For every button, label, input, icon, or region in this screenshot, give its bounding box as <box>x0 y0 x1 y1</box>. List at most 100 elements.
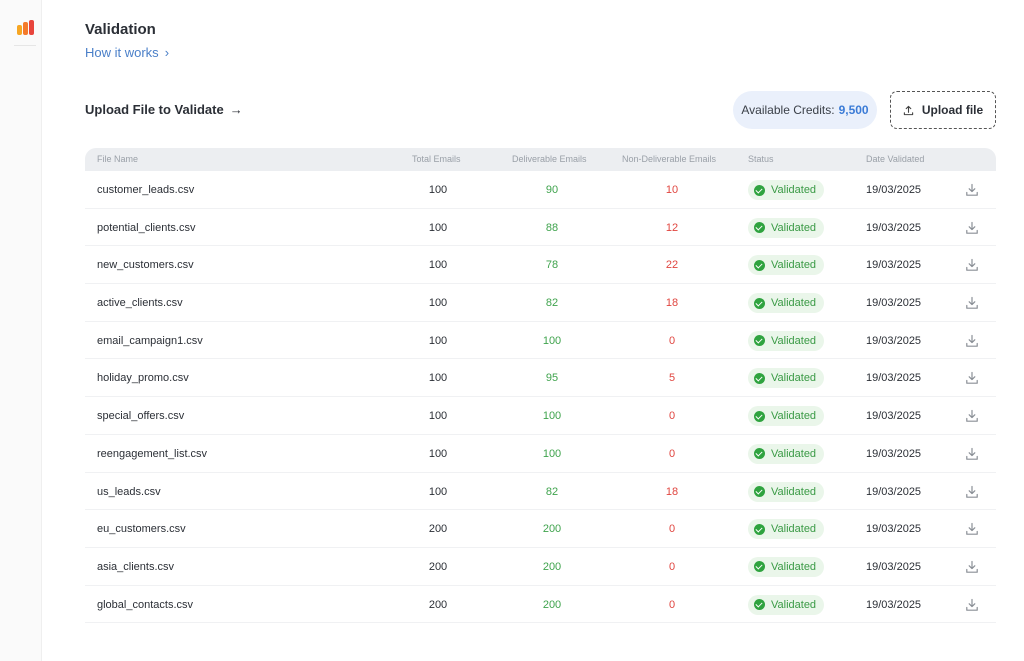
download-icon[interactable] <box>965 560 979 574</box>
file-name-cell: asia_clients.csv <box>97 560 175 573</box>
date-validated-cell: 19/03/2025 <box>866 334 922 347</box>
check-circle-icon <box>754 410 765 422</box>
column-header-non-deliverable[interactable]: Non-Deliverable Emails <box>622 154 717 164</box>
table-row[interactable]: potential_clients.csv 100 88 12 Validate… <box>85 209 996 247</box>
upload-file-button[interactable]: Upload file <box>890 91 996 129</box>
date-validated-cell: 19/03/2025 <box>866 372 922 385</box>
date-validated-cell: 19/03/2025 <box>866 221 922 234</box>
status-badge: Validated <box>748 406 825 427</box>
status-badge: Validated <box>748 481 825 502</box>
date-validated-cell: 19/03/2025 <box>866 297 922 310</box>
status-badge: Validated <box>748 330 825 351</box>
credits-value: 9,500 <box>838 103 869 117</box>
column-header-date[interactable]: Date Validated <box>866 154 925 164</box>
check-circle-icon <box>754 335 765 347</box>
how-it-works-link[interactable]: How it works › <box>85 45 169 60</box>
status-badge: Validated <box>748 180 825 200</box>
status-badge: Validated <box>748 556 825 577</box>
status-label: Validated <box>771 259 817 272</box>
download-icon[interactable] <box>965 221 979 235</box>
status-label: Validated <box>771 372 817 385</box>
date-validated-cell: 19/03/2025 <box>866 259 922 272</box>
column-header-deliverable[interactable]: Deliverable Emails <box>512 154 587 164</box>
date-validated-cell: 19/03/2025 <box>866 560 922 573</box>
table-row[interactable]: holiday_promo.csv 100 95 5 Validated 19/… <box>85 359 996 398</box>
check-circle-icon <box>754 259 765 271</box>
table-row[interactable]: active_clients.csv 100 82 18 Validated 1… <box>85 284 996 322</box>
upload-heading-label: Upload File to Validate <box>85 102 224 117</box>
table-row[interactable]: eu_customers.csv 200 200 0 Validated 19/… <box>85 510 996 548</box>
download-icon[interactable] <box>965 598 979 612</box>
chevron-right-icon: › <box>164 45 170 60</box>
check-circle-icon <box>754 523 765 535</box>
status-badge: Validated <box>748 443 825 464</box>
app-logo-icon[interactable] <box>17 20 35 36</box>
date-validated-cell: 19/03/2025 <box>866 447 922 460</box>
download-icon[interactable] <box>965 183 979 197</box>
status-label: Validated <box>771 184 817 196</box>
table-row[interactable]: reengagement_list.csv 100 100 0 Validate… <box>85 435 996 473</box>
download-icon[interactable] <box>965 409 979 423</box>
column-header-file-name[interactable]: File Name <box>97 154 139 164</box>
status-badge: Validated <box>748 255 825 276</box>
date-validated-cell: 19/03/2025 <box>866 485 922 498</box>
file-name-cell: potential_clients.csv <box>97 221 196 234</box>
sidebar-divider <box>14 45 36 46</box>
status-badge: Validated <box>748 594 825 615</box>
check-circle-icon <box>754 184 765 196</box>
download-icon[interactable] <box>965 485 979 499</box>
file-name-cell: customer_leads.csv <box>97 184 195 196</box>
file-name-cell: us_leads.csv <box>97 485 161 498</box>
status-label: Validated <box>771 297 817 310</box>
download-icon[interactable] <box>965 258 979 272</box>
upload-heading: Upload File to Validate → <box>85 102 243 117</box>
arrow-right-icon: → <box>229 102 243 117</box>
file-name-cell: active_clients.csv <box>97 297 183 310</box>
status-badge: Validated <box>748 217 825 238</box>
how-it-works-label[interactable]: How it works <box>85 45 159 60</box>
date-validated-cell: 19/03/2025 <box>866 410 922 423</box>
sidebar <box>0 0 42 661</box>
download-icon[interactable] <box>965 296 979 310</box>
validation-table: File Name Total Emails Deliverable Email… <box>85 148 996 624</box>
check-circle-icon <box>754 222 765 234</box>
table-row[interactable]: us_leads.csv 100 82 18 Validated 19/03/2… <box>85 473 996 511</box>
status-label: Validated <box>771 523 817 536</box>
download-icon[interactable] <box>965 371 979 385</box>
status-label: Validated <box>771 598 817 611</box>
status-label: Validated <box>771 485 817 498</box>
download-icon[interactable] <box>965 447 979 461</box>
file-name-cell: holiday_promo.csv <box>97 372 189 385</box>
check-circle-icon <box>754 561 765 573</box>
check-circle-icon <box>754 599 765 611</box>
table-row[interactable]: email_campaign1.csv 100 100 0 Validated … <box>85 322 996 360</box>
status-label: Validated <box>771 560 817 573</box>
download-icon[interactable] <box>965 522 979 536</box>
check-circle-icon <box>754 297 765 309</box>
check-circle-icon <box>754 372 765 384</box>
table-body: customer_leads.csv 100 90 10 Validated 1… <box>85 171 996 624</box>
status-label: Validated <box>771 221 817 234</box>
table-row[interactable]: special_offers.csv 100 100 0 Validated 1… <box>85 397 996 435</box>
table-row[interactable]: asia_clients.csv 200 200 0 Validated 19/… <box>85 548 996 586</box>
status-badge: Validated <box>748 293 825 314</box>
upload-file-label[interactable]: Upload file <box>921 103 984 117</box>
file-name-cell: new_customers.csv <box>97 259 194 272</box>
table-row[interactable]: customer_leads.csv 100 90 10 Validated 1… <box>85 171 996 209</box>
status-badge: Validated <box>748 519 825 540</box>
table-row[interactable]: global_contacts.csv 200 200 0 Validated … <box>85 586 996 624</box>
table-row[interactable]: new_customers.csv 100 78 22 Validated 19… <box>85 246 996 285</box>
file-name-cell: special_offers.csv <box>97 410 185 423</box>
file-name-cell: email_campaign1.csv <box>97 334 203 347</box>
status-badge: Validated <box>748 368 825 389</box>
date-validated-cell: 19/03/2025 <box>866 184 922 196</box>
download-icon[interactable] <box>965 334 979 348</box>
column-header-status[interactable]: Status <box>748 154 774 164</box>
column-header-total-emails[interactable]: Total Emails <box>412 154 461 164</box>
check-circle-icon <box>754 448 765 460</box>
status-label: Validated <box>771 410 817 423</box>
available-credits-badge: Available Credits: 9,500 <box>733 91 877 129</box>
status-label: Validated <box>771 447 817 460</box>
date-validated-cell: 19/03/2025 <box>866 523 922 536</box>
check-circle-icon <box>754 486 765 497</box>
